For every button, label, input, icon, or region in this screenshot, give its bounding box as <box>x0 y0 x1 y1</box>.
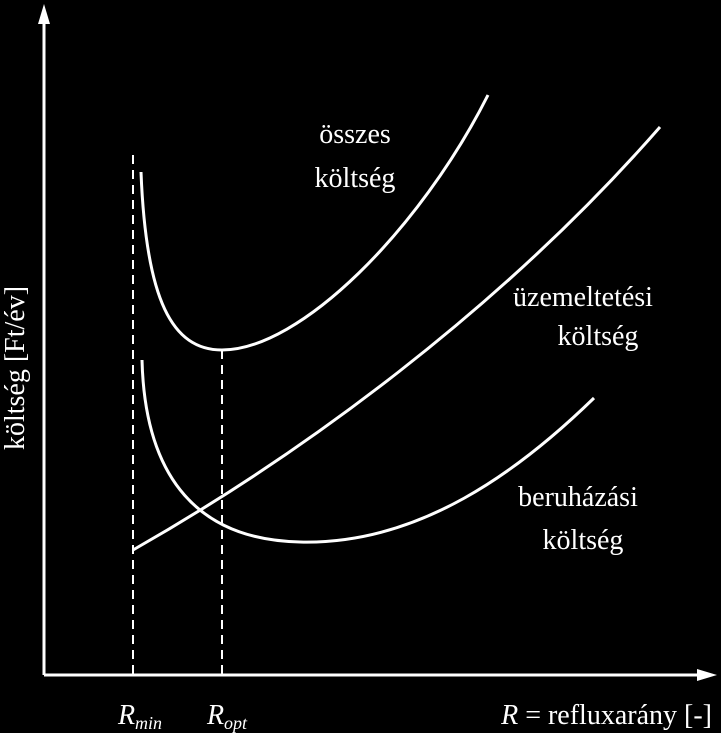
operating-cost-curve <box>132 126 662 552</box>
x-arrow <box>697 669 717 681</box>
marker-label: Ropt <box>206 700 248 733</box>
x-symbol: R <box>500 700 518 731</box>
marker-symbol: R <box>117 700 135 731</box>
marker-label: Rmin <box>117 700 162 733</box>
y-axis-label: költség [Ft/év] <box>0 286 31 450</box>
curve-label: beruházási <box>518 482 638 513</box>
curve-label: költség <box>315 163 396 194</box>
curve-label: költség <box>558 321 639 352</box>
total-cost-curve <box>139 94 490 352</box>
x-label-text: = refluxarány [-] <box>518 700 712 731</box>
curve-label: üzemeltetési <box>513 282 653 313</box>
x-axis-label: R = refluxarány [-] <box>500 700 712 731</box>
marker-subscript: min <box>135 713 162 733</box>
curve-label: költség <box>543 525 624 556</box>
marker-subscript: opt <box>224 713 248 733</box>
marker-symbol: R <box>206 700 224 731</box>
curve-label: összes <box>319 119 391 150</box>
y-arrow <box>38 4 50 24</box>
investment-cost-curve <box>140 359 596 544</box>
